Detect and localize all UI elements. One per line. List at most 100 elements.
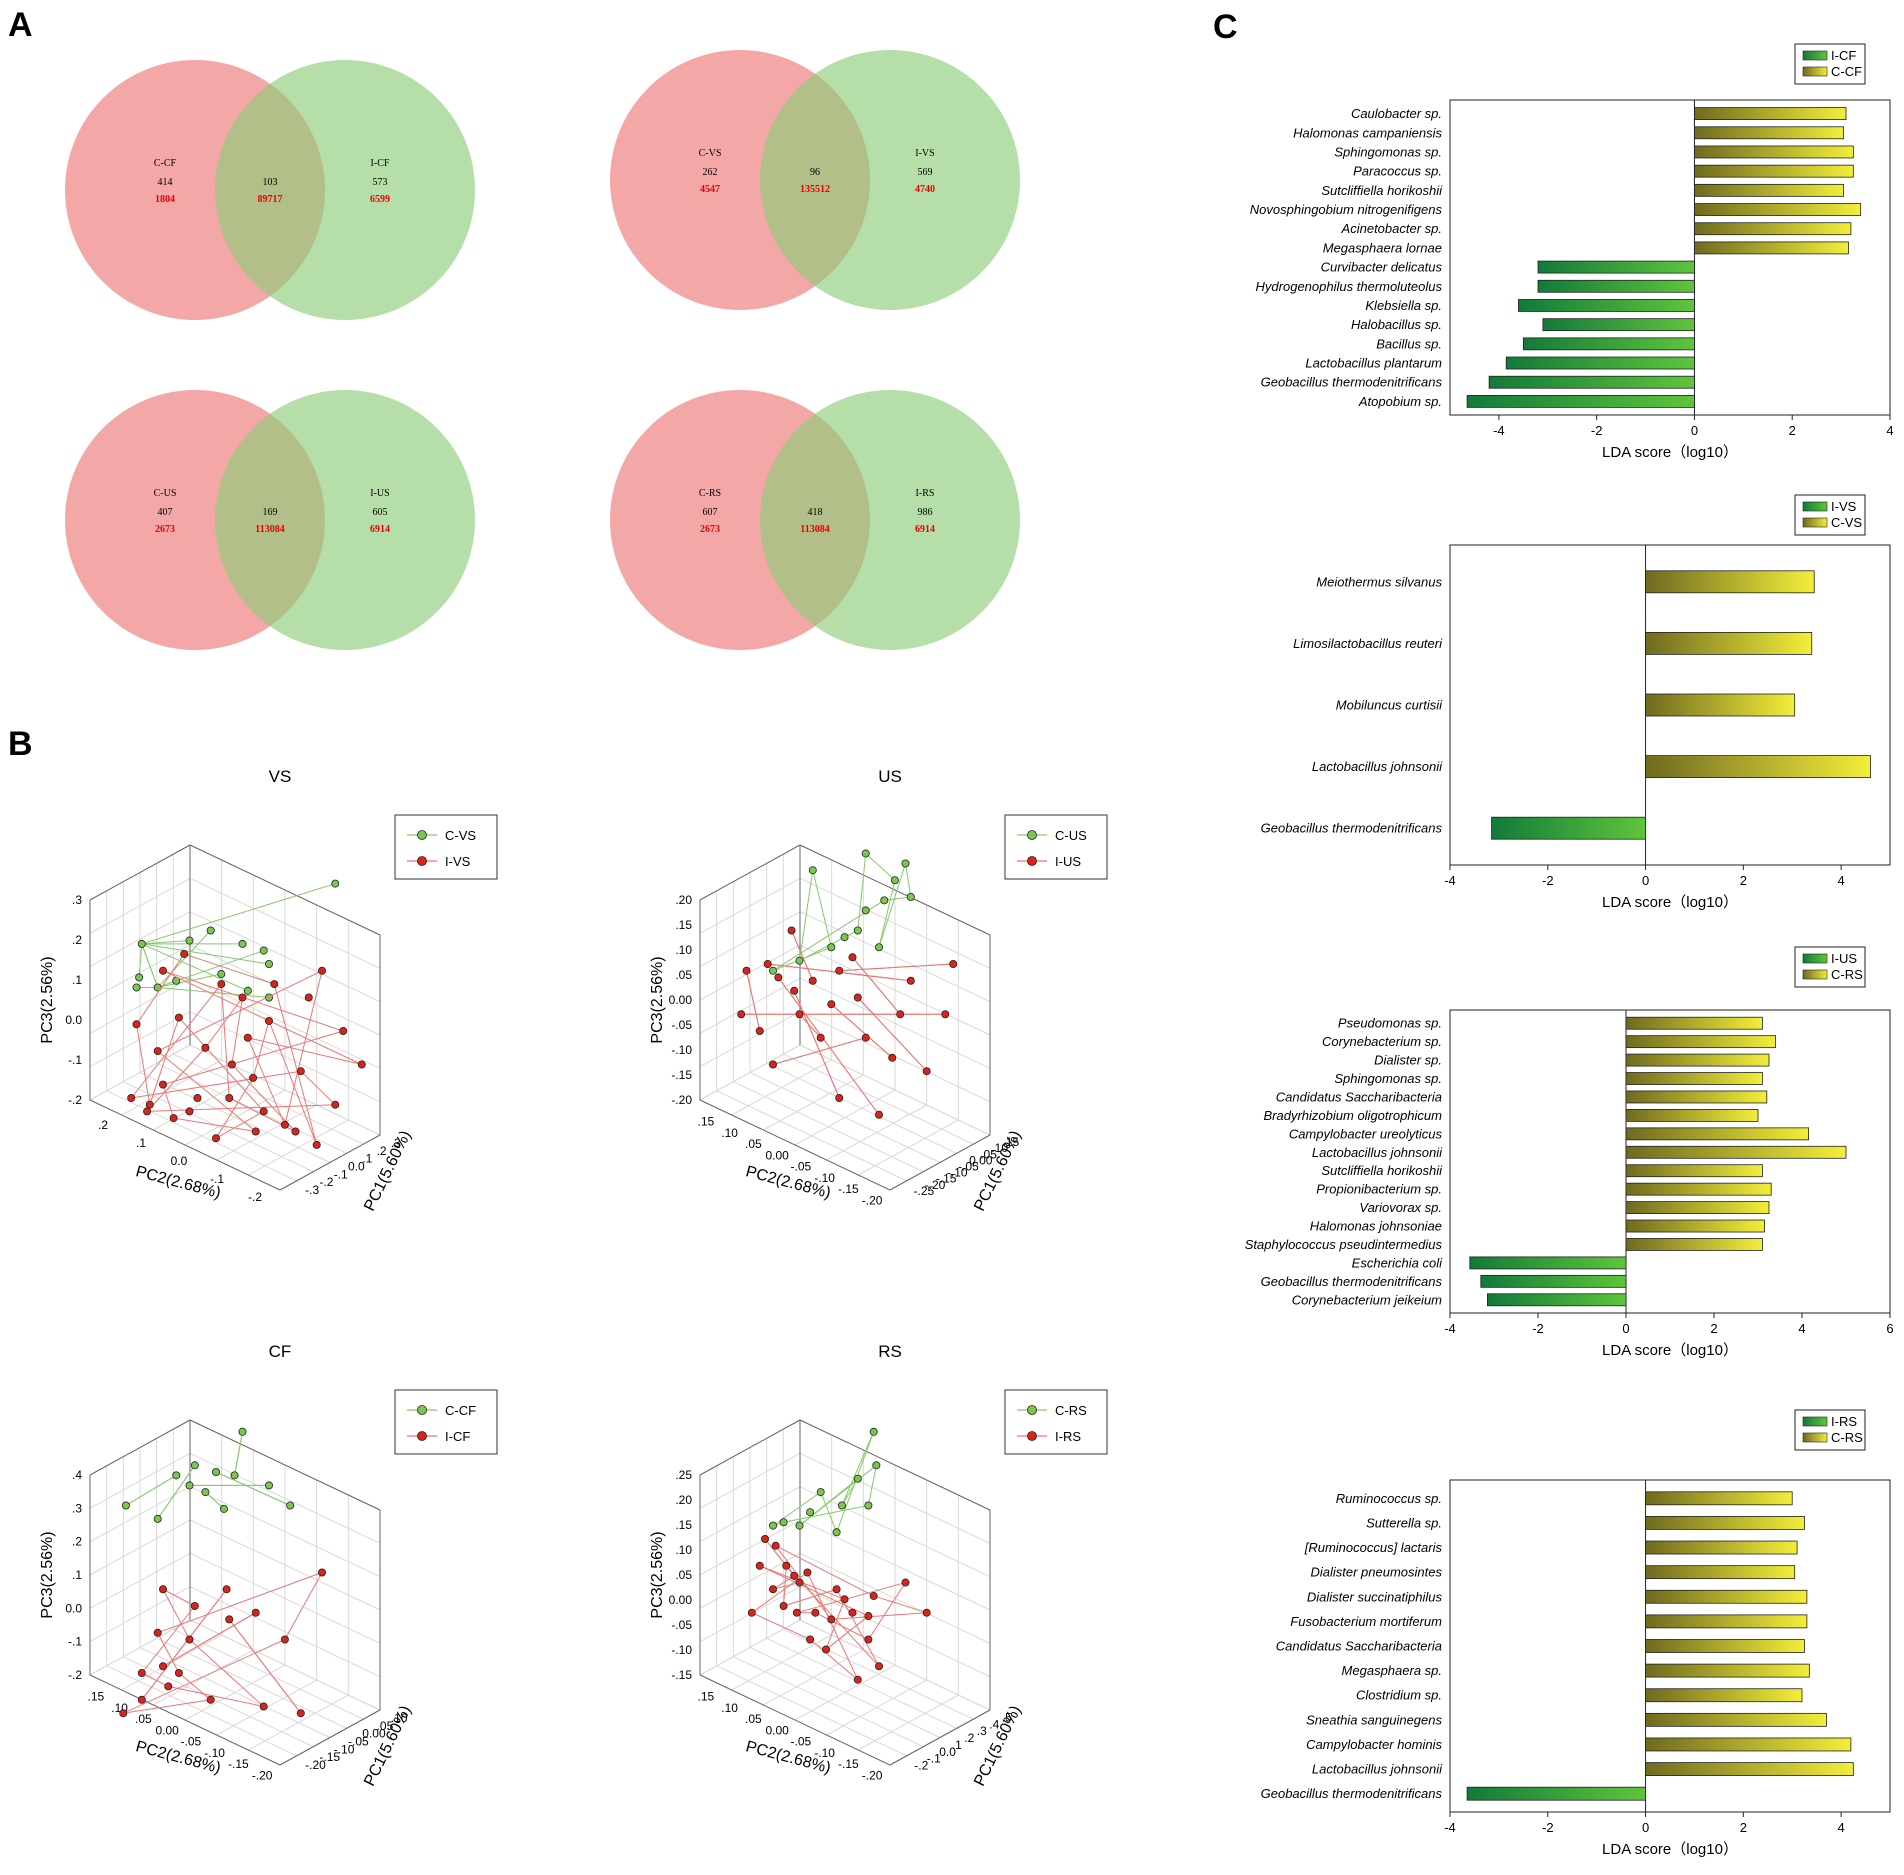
pcoa-point-I-VS [143, 1107, 152, 1116]
pcoa-link-C-RS [867, 1465, 877, 1506]
pcoa-point-I-VS [264, 1016, 273, 1025]
category-label: Limosilactobacillus reuteri [1293, 636, 1443, 651]
pcoa-point-I-RS [848, 1608, 857, 1617]
pcoa-link-I-RS [831, 1612, 927, 1620]
y-tick-label: .3 [72, 893, 82, 907]
y-tick-label: -.15 [671, 1668, 692, 1682]
x-tick-label: -2 [1591, 423, 1603, 438]
y-axis-label: PC3(2.56%) [649, 1531, 666, 1618]
panel-letter-b: B [8, 725, 33, 763]
y-tick-label: -.10 [671, 1643, 692, 1657]
pcoa-point-I-RS [769, 1585, 778, 1594]
venn-left-label: C-VS [699, 148, 722, 159]
lda-bar [1694, 126, 1844, 140]
pcoa-point-I-US [853, 993, 862, 1002]
pcoa-point-I-VS [251, 1127, 260, 1136]
pcoa-link-C-VS [157, 973, 222, 988]
pcoa-link-I-VS [147, 1104, 336, 1112]
pcoa-point-C-CF [230, 1471, 239, 1480]
pcoa-point-I-CF [185, 1635, 194, 1644]
pcoa-link-I-VS [130, 983, 222, 1099]
category-label: Dialister pneumosintes [1310, 1565, 1442, 1580]
pcoa-link-I-RS [751, 1612, 811, 1640]
venn-circle-right [760, 50, 1020, 310]
lda-bar [1522, 337, 1695, 351]
grid-line [173, 1628, 364, 1720]
pcoa-link-C-VS [138, 943, 143, 978]
legend-marker [417, 1431, 427, 1441]
pcoa-point-C-CF [121, 1501, 130, 1510]
x-tick-label: 0.0 [171, 1154, 188, 1168]
x-tick-label: 0.00 [155, 1723, 179, 1737]
y-tick-label: .05 [675, 1568, 692, 1582]
venn-right-reads: 6914 [370, 524, 390, 535]
x-tick-label: -4 [1444, 1321, 1456, 1336]
x-tick-label: -.15 [838, 1757, 859, 1771]
axis-edge [89, 1419, 191, 1476]
category-label: Halomonas campaniensis [1293, 125, 1442, 140]
pcoa-point-I-RS [869, 1591, 878, 1600]
pcoa-link-I-VS [268, 1020, 318, 1146]
grid-line [189, 1011, 381, 1103]
category-label: Candidatus Saccharibacteria [1276, 1089, 1442, 1104]
pcoa-link-I-US [857, 997, 928, 1072]
venn-right-reads: 6599 [370, 194, 390, 205]
pcoa-point-C-CF [153, 1514, 162, 1523]
pcoa-point-C-CF [185, 1481, 194, 1490]
y-tick-label: 0.0 [65, 1601, 82, 1615]
pcoa-link-I-US [793, 990, 840, 1099]
pcoa-link-C-VS [157, 930, 212, 988]
pcoa-point-I-US [835, 1093, 844, 1102]
pcoa-point-I-US [816, 1033, 825, 1042]
lda-bar [1480, 1274, 1627, 1288]
x-tick-label: -2 [1532, 1321, 1544, 1336]
legend-box [1004, 814, 1108, 880]
pcoa-point-I-RS [922, 1608, 931, 1617]
z-tick-label: 0.00 [362, 1727, 386, 1741]
pcoa-link-I-RS [873, 1595, 927, 1614]
z-tick-label: -.3 [305, 1183, 319, 1197]
category-label: Lactobacillus johnsonii [1312, 759, 1443, 774]
grid-line [799, 1044, 991, 1136]
pcoa-point-I-RS [832, 1585, 841, 1594]
x-tick-label: 0 [1642, 1820, 1649, 1835]
y-axis-label: PC3(2.56%) [649, 956, 666, 1043]
category-label: Bradyrhizobium oligotrophicum [1264, 1108, 1443, 1123]
legend-box [1794, 1409, 1866, 1451]
x-tick-label: .1 [136, 1136, 146, 1150]
category-label: Megasphaera sp. [1342, 1663, 1442, 1678]
lda-bar [1625, 1035, 1777, 1049]
pcoa-point-C-VS [206, 926, 215, 935]
pcoa-link-I-VS [149, 1017, 180, 1105]
legend-marker [1027, 1405, 1037, 1415]
legend-box [1794, 494, 1866, 536]
venn-right-reads: 6914 [915, 524, 935, 535]
z-tick-label: .4 [989, 1717, 999, 1731]
z-tick-label: 0.00 [969, 1153, 993, 1167]
pcoa-plot-vs: VS.3.2.10.0-.1-.2.2.10.0-.1-.2.3.2.10.0-… [39, 767, 498, 1214]
pcoa-point-I-US [848, 953, 857, 962]
z-tick-label: -.15 [936, 1172, 957, 1186]
lda-bar [1694, 107, 1847, 120]
pcoa-point-I-RS [761, 1534, 770, 1543]
lda-bar [1645, 1737, 1852, 1752]
axis-edge [279, 1709, 381, 1766]
venn-left-reads: 2673 [700, 524, 720, 535]
lda-bar [1518, 299, 1695, 312]
y-tick-label: -.10 [671, 1043, 692, 1057]
x-tick-label: -.05 [181, 1735, 202, 1749]
lda-bar [1645, 1639, 1805, 1653]
category-label: Sphingomonas sp. [1334, 1071, 1442, 1086]
pcoa-point-C-RS [832, 1528, 841, 1537]
pcoa-link-I-VS [173, 1117, 256, 1132]
pcoa-link-I-VS [247, 1037, 286, 1125]
pcoa-point-I-RS [795, 1578, 804, 1587]
lda-bar [1694, 241, 1849, 255]
venn-diagram-us: C-US 407 2673 169 113084 I-US 605 6914 [65, 390, 475, 650]
category-label: Halomonas johnsoniae [1310, 1219, 1442, 1234]
pcoa-point-I-VS [217, 980, 226, 989]
legend-swatch [1802, 1416, 1828, 1427]
x-tick-label: 2 [1789, 423, 1796, 438]
y-tick-label: .20 [675, 1493, 692, 1507]
y-tick-label: .1 [72, 1568, 82, 1582]
